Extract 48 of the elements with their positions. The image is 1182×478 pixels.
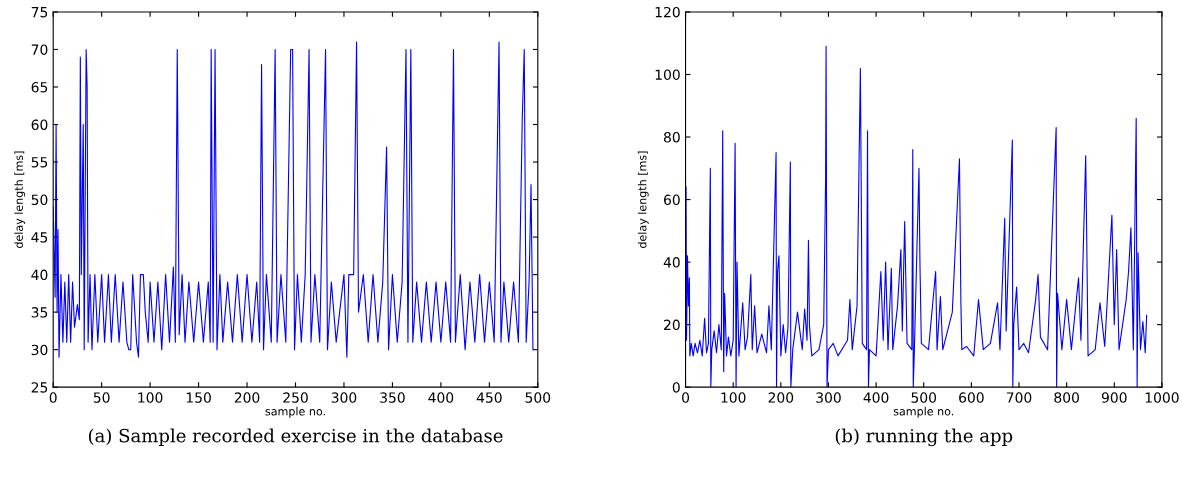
text: (b) running the app <box>835 428 1013 447</box>
x-tick-label: 500 <box>911 392 937 403</box>
y-tick-label: 40 <box>31 269 48 281</box>
y-tick-label: 40 <box>663 257 680 268</box>
y-axis-title: delay length [ms] <box>14 151 26 249</box>
x-tick-label: 400 <box>863 392 889 403</box>
x-tick-label: 300 <box>331 392 357 403</box>
text: (a) Sample recorded exercise in the database <box>88 428 503 446</box>
y-tick-label: 55 <box>31 157 48 168</box>
x-tick-label: 350 <box>380 392 405 403</box>
y-tick-label: 30 <box>31 344 48 356</box>
y-tick-label: 50 <box>31 194 48 206</box>
y-tick-label: 0 <box>672 382 680 393</box>
y-tick-label: 20 <box>664 319 680 331</box>
x-tick-label: 300 <box>816 392 841 403</box>
x-tick-label: 400 <box>428 392 454 403</box>
x-tick-label: 900 <box>1101 392 1127 403</box>
y-tick-label: 70 <box>31 44 48 55</box>
y-tick-label: 100 <box>655 69 680 80</box>
x-tick-label: 600 <box>959 392 984 403</box>
line-series <box>685 45 1148 388</box>
x-tick-label: 500 <box>525 392 551 403</box>
x-tick-label: 450 <box>476 392 502 403</box>
x-tick-label: 50 <box>93 392 110 403</box>
y-tick-label: 35 <box>31 307 48 318</box>
x-tick-label: 100 <box>721 392 746 403</box>
y-tick-label: 45 <box>31 232 48 243</box>
y-axis-title: delay length [ms] <box>637 151 649 249</box>
x-tick-label: 100 <box>138 392 163 403</box>
x-tick-label: 700 <box>1006 392 1032 403</box>
x-tick-label: 0 <box>49 392 57 403</box>
y-tick-label: 25 <box>31 382 48 393</box>
y-tick-label: 65 <box>31 81 48 93</box>
x-tick-label: 200 <box>768 392 794 403</box>
x-tick-label: 200 <box>234 392 260 403</box>
y-tick-label: 75 <box>31 7 48 18</box>
x-axis-title: sample no. <box>893 406 954 418</box>
x-tick-label: 250 <box>283 392 308 403</box>
x-tick-label: 150 <box>186 392 211 403</box>
x-tick-label: 1000 <box>1145 392 1179 403</box>
y-tick-label: 60 <box>31 119 48 130</box>
x-tick-label: 800 <box>1054 392 1079 403</box>
y-tick-label: 120 <box>655 6 680 18</box>
y-tick-label: 80 <box>663 132 680 143</box>
x-axis-title: sample no. <box>265 406 325 418</box>
line-series <box>53 41 534 358</box>
y-tick-label: 60 <box>664 194 680 206</box>
x-tick-label: 0 <box>682 392 690 403</box>
